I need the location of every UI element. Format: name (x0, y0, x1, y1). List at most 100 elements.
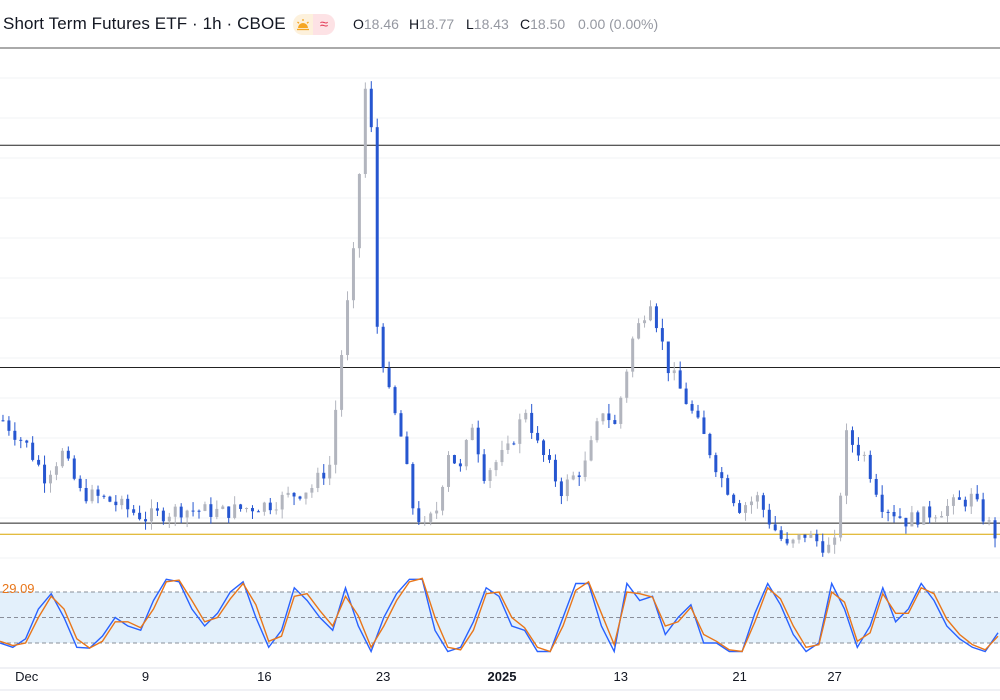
candle-body (114, 501, 118, 506)
candle-body (500, 449, 504, 463)
candle-up (203, 501, 207, 512)
candle-body (138, 512, 142, 520)
candle-body (506, 443, 510, 450)
candle-body (48, 474, 52, 484)
candle-down (993, 517, 997, 548)
candle-body (755, 495, 759, 502)
candle-down (114, 495, 118, 512)
candle-up (744, 502, 748, 521)
candle-down (452, 454, 456, 465)
candle-down (138, 505, 142, 521)
candle-body (25, 440, 29, 443)
candle-down (25, 439, 29, 448)
candle-down (732, 493, 736, 507)
candle-down (268, 497, 272, 515)
candle-down (975, 485, 979, 502)
candle-up (755, 491, 759, 509)
candle-down (963, 496, 967, 512)
candle-down (815, 529, 819, 547)
candle-up (441, 485, 445, 516)
candle-down (928, 500, 932, 524)
ohlc-high-value: 18.77 (419, 16, 455, 32)
candle-body (963, 499, 967, 507)
candle-down (191, 502, 195, 517)
candle-down (161, 507, 165, 525)
candle-down (31, 436, 35, 462)
wave-icon[interactable]: ≈ (313, 14, 335, 35)
candle-down (767, 503, 771, 529)
candle-down (369, 81, 373, 133)
candle-body (476, 427, 480, 455)
sun-icon[interactable] (293, 14, 313, 35)
candle-up (987, 516, 991, 526)
candle-down (785, 532, 789, 546)
candle-body (957, 497, 961, 500)
candle-down (387, 361, 391, 389)
candle-up (809, 530, 813, 539)
candle-up (601, 412, 605, 425)
candle-body (666, 341, 670, 374)
candle-down (78, 475, 82, 492)
candle-down (536, 426, 540, 444)
candle-body (987, 520, 991, 522)
candle-body (547, 454, 551, 460)
candle-body (637, 323, 641, 339)
candle-body (643, 320, 647, 324)
candle-body (393, 387, 397, 414)
candle-down (726, 474, 730, 496)
candle-body (839, 495, 843, 538)
candle-body (191, 510, 195, 512)
candle-down (512, 441, 516, 446)
candle-up (149, 499, 153, 530)
symbol-title[interactable]: Short Term Futures ETF · 1h · CBOE (3, 14, 286, 33)
candle-up (90, 484, 94, 504)
ohlc-low: L18.43 (466, 16, 509, 32)
candle-down (102, 494, 106, 499)
candle-body (714, 455, 718, 473)
candle-body (803, 534, 807, 538)
candle-down (720, 467, 724, 488)
candle-body (286, 492, 290, 495)
candle-body (19, 439, 23, 441)
candle-down (856, 437, 860, 462)
candle-body (363, 88, 367, 175)
candle-body (536, 432, 540, 441)
candle-body (452, 455, 456, 464)
candle-down (72, 455, 76, 481)
oscillator-panel: 29.09 (0, 577, 1000, 654)
candle-body (120, 498, 124, 506)
candle-up (791, 538, 795, 548)
x-tick-label: 9 (142, 669, 149, 684)
candle-body (31, 442, 35, 460)
candle-body (601, 413, 605, 422)
candle-body (969, 493, 973, 507)
candle-body (209, 504, 213, 517)
candle-body (387, 368, 391, 388)
candle-body (161, 510, 165, 522)
candle-up (637, 318, 641, 340)
candle-body (767, 509, 771, 525)
candle-body (951, 497, 955, 506)
candle-body (482, 454, 486, 481)
candle-down (773, 515, 777, 532)
candle-body (381, 326, 385, 369)
candle-body (749, 501, 753, 506)
candle-body (1, 420, 5, 422)
candle-body (494, 462, 498, 471)
candle-body (619, 397, 623, 424)
candle-up (845, 423, 849, 505)
candle-body (66, 450, 70, 459)
candle-down (904, 517, 908, 534)
ohlc-close: C18.50 (520, 16, 565, 32)
candle-body (631, 338, 635, 372)
candle-body (898, 516, 902, 518)
candle-up (571, 471, 575, 481)
x-tick-label: 13 (614, 669, 628, 684)
candle-body (7, 420, 11, 431)
candle-up (940, 511, 944, 518)
candle-body (369, 88, 373, 128)
candle-body (256, 511, 260, 513)
candle-up (589, 435, 593, 462)
candle-body (108, 496, 112, 502)
